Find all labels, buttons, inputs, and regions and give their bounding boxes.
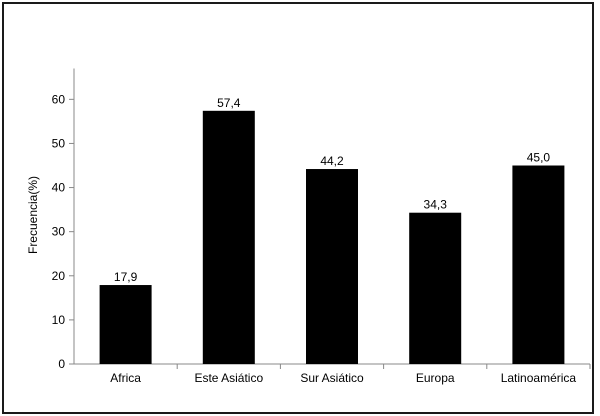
y-tick-label: 50	[52, 136, 66, 150]
data-label: 45,0	[527, 151, 551, 165]
bar	[202, 110, 255, 365]
y-tick-label: 60	[52, 92, 66, 106]
data-label: 57,4	[217, 96, 241, 110]
x-tick-label: Europa	[416, 371, 455, 385]
x-tick-label: Latinoamérica	[501, 371, 577, 385]
x-tick-label: Africa	[110, 371, 141, 385]
y-tick-label: 10	[52, 313, 66, 327]
data-label: 44,2	[320, 154, 344, 168]
data-label: 34,3	[424, 198, 448, 212]
y-tick-label: 20	[52, 269, 66, 283]
labels: 17,9 Africa 57,4 Este Asiático 44,2 Sur Asiát…	[110, 96, 576, 385]
y-tick-label: 30	[52, 225, 66, 239]
y-tick-label: 0	[58, 357, 65, 371]
y-tick-label: 40	[52, 181, 66, 195]
bar	[99, 285, 152, 364]
bar	[512, 165, 565, 364]
x-tick-label: Este Asiático	[194, 371, 263, 385]
axes: 0 10 20 30 40 50 60	[52, 68, 591, 371]
bar	[409, 212, 462, 364]
y-axis-label: Frecuencia(%)	[26, 176, 40, 254]
bar	[306, 169, 358, 364]
x-tick-label: Sur Asiático	[300, 371, 364, 385]
data-label: 17,9	[114, 270, 138, 284]
bars	[99, 110, 565, 365]
